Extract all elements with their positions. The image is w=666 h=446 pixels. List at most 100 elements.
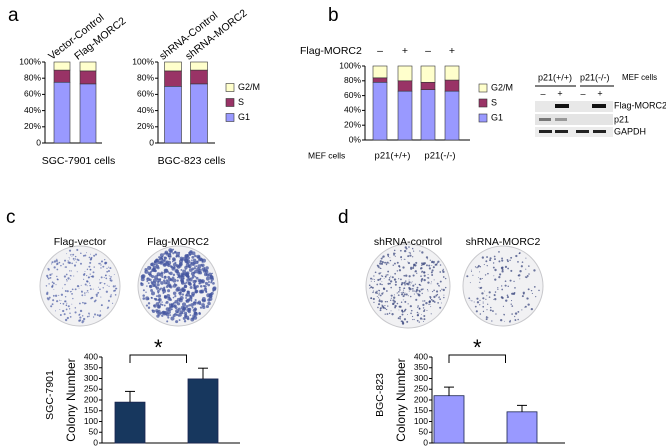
colony (85, 302, 87, 304)
colony (155, 263, 158, 266)
colony (174, 299, 179, 304)
colony (429, 259, 431, 261)
colony (156, 266, 160, 270)
colony (393, 278, 397, 281)
colony (180, 268, 183, 271)
colony (196, 260, 199, 263)
x-tick-label: – (425, 45, 431, 57)
colony (196, 285, 199, 288)
colony (383, 278, 385, 279)
colony (100, 262, 102, 264)
colony (203, 285, 207, 288)
colony (501, 259, 504, 262)
y-tick-label: 40% (24, 105, 41, 115)
colony (422, 288, 424, 290)
colony (486, 309, 488, 311)
colony (517, 318, 519, 321)
colony (392, 264, 394, 267)
blot-row-label: p21 (614, 114, 629, 124)
colony (416, 311, 419, 314)
plate (462, 245, 544, 327)
colony (426, 277, 428, 279)
colony (399, 315, 402, 318)
colony (442, 276, 445, 278)
colony (402, 295, 405, 298)
colony (161, 301, 163, 303)
colony (51, 263, 53, 265)
colony (528, 273, 530, 275)
colony (99, 281, 102, 284)
colony (88, 276, 90, 278)
y-tick-label: 100 (84, 416, 98, 426)
colony (431, 274, 434, 276)
colony (191, 255, 195, 259)
colony (503, 313, 505, 315)
blot-band (576, 130, 589, 133)
colony (377, 303, 381, 306)
colony (489, 259, 492, 262)
colony (428, 300, 431, 304)
colony (175, 264, 179, 268)
colony (193, 312, 198, 316)
colony (191, 259, 193, 262)
colony (106, 284, 108, 286)
y-tick-label: 100 (414, 416, 428, 426)
colony (400, 291, 402, 293)
colony (79, 309, 83, 313)
colony (398, 286, 401, 289)
colony (185, 255, 190, 261)
colony (76, 285, 80, 288)
colony (405, 274, 408, 277)
colony (100, 296, 102, 298)
bar (114, 401, 146, 444)
colony (377, 297, 379, 299)
blot-strip (535, 127, 613, 137)
colony (186, 259, 191, 264)
colony (486, 295, 488, 297)
colony (181, 274, 184, 277)
x-axis-label: SGC-7901 cells (42, 155, 116, 167)
colony (425, 301, 428, 305)
colony (385, 263, 388, 266)
colony (81, 321, 84, 324)
colony (427, 273, 429, 275)
bar-segment (420, 65, 436, 83)
bar-segment (444, 65, 460, 81)
colony (386, 261, 389, 264)
colony (76, 271, 78, 273)
colony (401, 282, 404, 285)
colony (160, 281, 164, 285)
colony (501, 270, 504, 273)
colony (488, 296, 491, 298)
colony (503, 320, 505, 322)
colony (389, 257, 391, 259)
colony (435, 290, 439, 293)
colony (419, 250, 421, 252)
colony (164, 295, 168, 299)
colony (185, 297, 188, 299)
colony (485, 298, 487, 300)
colony (191, 291, 196, 296)
panel-letter: c (6, 207, 16, 228)
colony (99, 288, 101, 291)
colony (71, 255, 73, 257)
colony (387, 270, 390, 273)
colony (58, 294, 60, 296)
colony (431, 281, 432, 283)
colony (384, 275, 387, 278)
colony (485, 260, 488, 263)
colony (69, 278, 71, 280)
colony (78, 285, 80, 287)
colony (401, 313, 404, 316)
colony (194, 254, 197, 258)
blot-band (555, 130, 568, 133)
colony (182, 287, 185, 290)
colony (429, 303, 431, 305)
group-label: p21(-/-) (424, 151, 455, 162)
colony (187, 307, 192, 312)
colony (387, 255, 390, 258)
colony (172, 266, 176, 270)
colony (209, 294, 213, 299)
colony (174, 268, 179, 273)
